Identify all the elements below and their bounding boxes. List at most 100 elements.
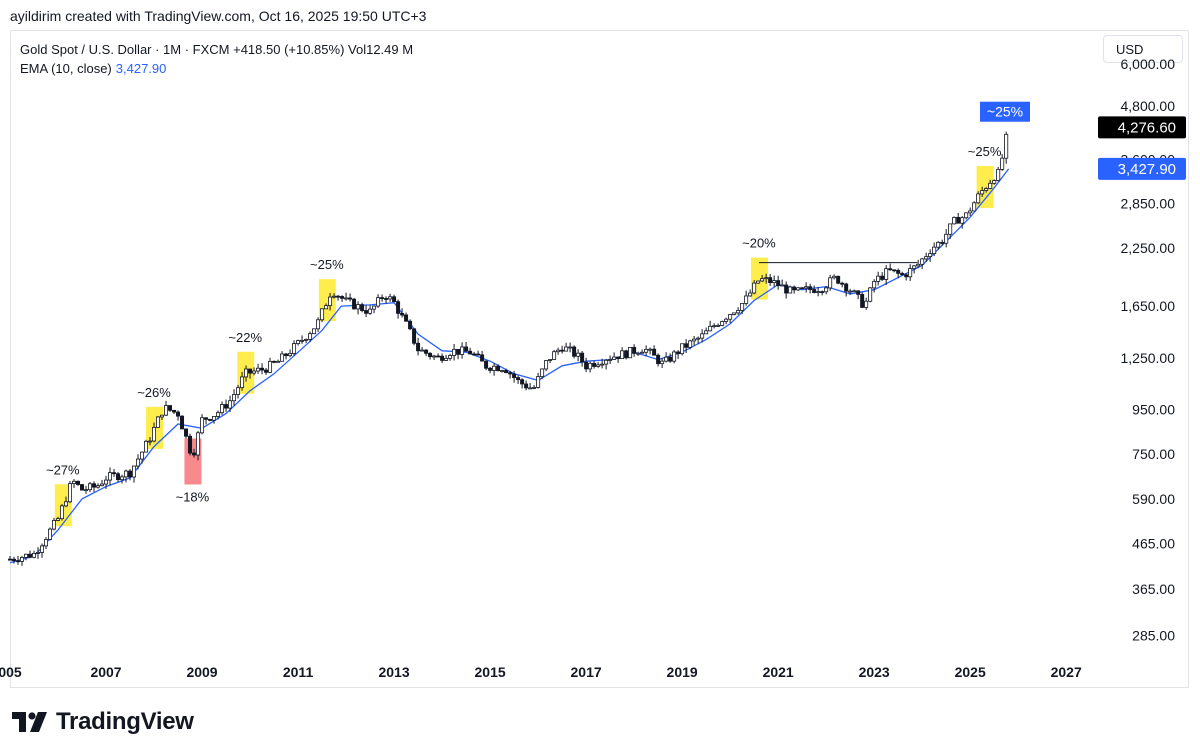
candle[interactable]	[824, 287, 829, 293]
candle[interactable]	[292, 343, 297, 354]
candle[interactable]	[156, 416, 161, 428]
candle[interactable]	[724, 318, 729, 322]
candle[interactable]	[248, 368, 253, 374]
currency-button[interactable]: USD	[1103, 35, 1183, 63]
candle[interactable]	[956, 216, 961, 224]
candle[interactable]	[196, 432, 201, 456]
candle[interactable]	[768, 277, 773, 284]
candle[interactable]	[976, 193, 981, 204]
candle[interactable]	[780, 284, 785, 287]
candle[interactable]	[280, 353, 285, 362]
candle[interactable]	[212, 416, 217, 421]
candle[interactable]	[904, 274, 909, 278]
candle[interactable]	[568, 346, 573, 349]
candle[interactable]	[272, 360, 277, 363]
candle[interactable]	[692, 338, 697, 342]
candle[interactable]	[992, 180, 997, 184]
tradingview-logo[interactable]: TradingView	[12, 708, 194, 736]
candle[interactable]	[776, 280, 781, 286]
candle[interactable]	[64, 501, 69, 507]
candle[interactable]	[988, 182, 993, 189]
candle[interactable]	[364, 310, 369, 314]
candle[interactable]	[816, 291, 821, 293]
candle[interactable]	[920, 258, 925, 265]
candle[interactable]	[900, 272, 905, 276]
candle[interactable]	[340, 296, 345, 299]
candle[interactable]	[28, 553, 33, 558]
candle[interactable]	[836, 275, 841, 284]
candle[interactable]	[284, 353, 289, 357]
candle[interactable]	[352, 298, 357, 310]
candle[interactable]	[412, 328, 417, 344]
candle[interactable]	[252, 370, 257, 374]
candle[interactable]	[884, 268, 889, 280]
candle[interactable]	[896, 269, 901, 274]
candle[interactable]	[100, 483, 105, 487]
candle[interactable]	[540, 368, 545, 378]
candle[interactable]	[944, 233, 949, 244]
candle[interactable]	[464, 346, 469, 352]
candle[interactable]	[160, 414, 165, 418]
candle[interactable]	[456, 348, 461, 355]
candle[interactable]	[416, 342, 421, 352]
candle[interactable]	[52, 519, 57, 530]
candle[interactable]	[596, 364, 601, 367]
candle[interactable]	[232, 394, 237, 402]
candle[interactable]	[444, 357, 449, 361]
candle[interactable]	[536, 376, 541, 388]
candle[interactable]	[580, 352, 585, 363]
candle[interactable]	[88, 483, 93, 491]
candle[interactable]	[864, 300, 869, 308]
candle[interactable]	[844, 283, 849, 292]
candle[interactable]	[332, 295, 337, 298]
candle[interactable]	[240, 376, 245, 389]
candle[interactable]	[916, 263, 921, 267]
candle[interactable]	[472, 353, 477, 356]
candle[interactable]	[312, 328, 317, 335]
candle[interactable]	[664, 356, 669, 362]
candle[interactable]	[640, 351, 645, 354]
candle[interactable]	[16, 560, 21, 563]
candle[interactable]	[620, 350, 625, 360]
candle[interactable]	[68, 483, 73, 503]
candle[interactable]	[236, 387, 241, 395]
candle[interactable]	[800, 287, 805, 290]
candle[interactable]	[108, 472, 113, 481]
candle[interactable]	[192, 452, 197, 456]
candle[interactable]	[48, 528, 53, 540]
candle[interactable]	[400, 312, 405, 316]
candle[interactable]	[948, 223, 953, 235]
candle[interactable]	[588, 362, 593, 370]
candle[interactable]	[44, 539, 49, 547]
candle[interactable]	[96, 485, 101, 488]
candle[interactable]	[200, 417, 205, 434]
candle[interactable]	[796, 287, 801, 291]
candle[interactable]	[552, 351, 557, 360]
candle[interactable]	[932, 246, 937, 255]
candle[interactable]	[120, 476, 125, 481]
candle[interactable]	[428, 352, 433, 358]
candle[interactable]	[432, 355, 437, 358]
candle[interactable]	[736, 310, 741, 314]
candle[interactable]	[608, 359, 613, 361]
candle[interactable]	[448, 355, 453, 359]
candle[interactable]	[404, 314, 409, 322]
candle[interactable]	[304, 338, 309, 341]
candle[interactable]	[368, 308, 373, 314]
candle[interactable]	[460, 346, 465, 355]
candle[interactable]	[812, 289, 817, 293]
candle[interactable]	[132, 465, 137, 478]
candle[interactable]	[56, 518, 61, 521]
candle[interactable]	[208, 418, 213, 421]
candle[interactable]	[372, 305, 377, 310]
candle[interactable]	[984, 188, 989, 191]
candle[interactable]	[7, 558, 12, 561]
candle[interactable]	[592, 362, 597, 367]
candle[interactable]	[612, 356, 617, 360]
candle[interactable]	[644, 348, 649, 353]
candle[interactable]	[700, 333, 705, 339]
candle[interactable]	[584, 361, 589, 370]
candle[interactable]	[504, 370, 509, 374]
candle[interactable]	[164, 405, 169, 416]
candle[interactable]	[848, 290, 853, 293]
